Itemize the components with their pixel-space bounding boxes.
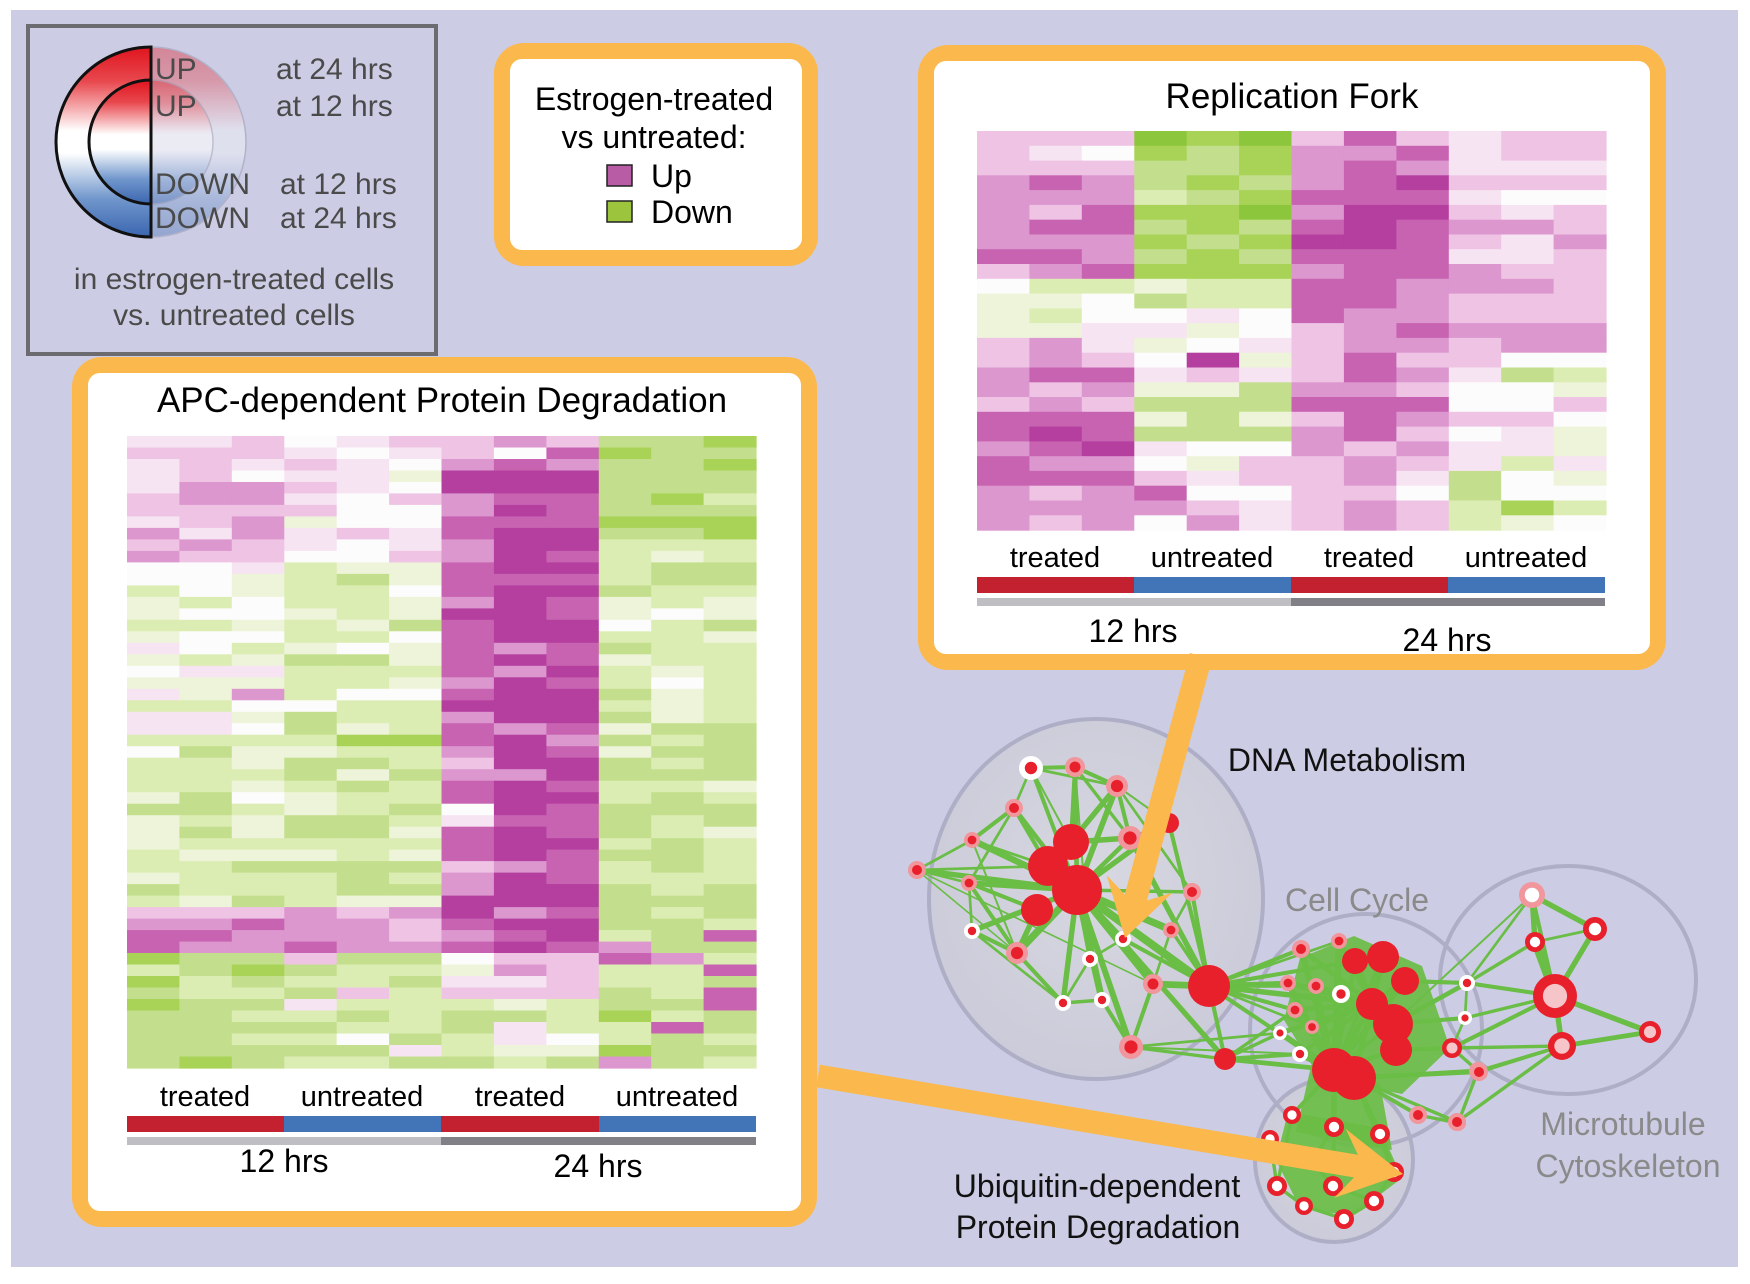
svg-text:Up: Up <box>651 158 692 194</box>
svg-text:untreated: untreated <box>301 1081 424 1113</box>
svg-text:DOWN: DOWN <box>155 202 250 235</box>
svg-text:treated: treated <box>475 1081 565 1113</box>
svg-text:Microtubule: Microtubule <box>1540 1106 1705 1142</box>
svg-text:12 hrs: 12 hrs <box>240 1143 329 1179</box>
svg-text:DNA Metabolism: DNA Metabolism <box>1228 742 1466 778</box>
svg-text:12 hrs: 12 hrs <box>1089 613 1178 649</box>
svg-text:treated: treated <box>1010 542 1100 574</box>
svg-text:at 12 hrs: at 12 hrs <box>280 168 397 201</box>
svg-text:Cell Cycle: Cell Cycle <box>1285 882 1429 918</box>
svg-text:vs. untreated cells: vs. untreated cells <box>113 299 355 332</box>
svg-text:treated: treated <box>160 1081 250 1113</box>
svg-text:24 hrs: 24 hrs <box>1403 622 1492 658</box>
svg-text:Replication Fork: Replication Fork <box>1166 77 1419 116</box>
svg-text:Protein Degradation: Protein Degradation <box>956 1209 1241 1245</box>
svg-text:at 12 hrs: at 12 hrs <box>276 90 393 123</box>
svg-text:24 hrs: 24 hrs <box>554 1148 643 1184</box>
svg-text:DOWN: DOWN <box>155 168 250 201</box>
svg-text:untreated: untreated <box>616 1081 739 1113</box>
svg-text:Down: Down <box>651 194 733 230</box>
svg-text:at 24 hrs: at 24 hrs <box>280 202 397 235</box>
svg-text:in estrogen-treated cells: in estrogen-treated cells <box>74 263 394 296</box>
svg-text:untreated: untreated <box>1465 542 1588 574</box>
svg-text:Cytoskeleton: Cytoskeleton <box>1536 1148 1721 1184</box>
svg-text:treated: treated <box>1324 542 1414 574</box>
svg-text:UP: UP <box>155 53 197 86</box>
svg-text:at 24 hrs: at 24 hrs <box>276 53 393 86</box>
svg-text:vs untreated:: vs untreated: <box>562 119 747 155</box>
svg-text:UP: UP <box>155 90 197 123</box>
svg-text:Estrogen-treated: Estrogen-treated <box>535 81 773 117</box>
svg-text:Ubiquitin-dependent: Ubiquitin-dependent <box>954 1168 1241 1204</box>
svg-text:untreated: untreated <box>1151 542 1274 574</box>
svg-text:APC-dependent Protein Degradat: APC-dependent Protein Degradation <box>157 381 727 420</box>
